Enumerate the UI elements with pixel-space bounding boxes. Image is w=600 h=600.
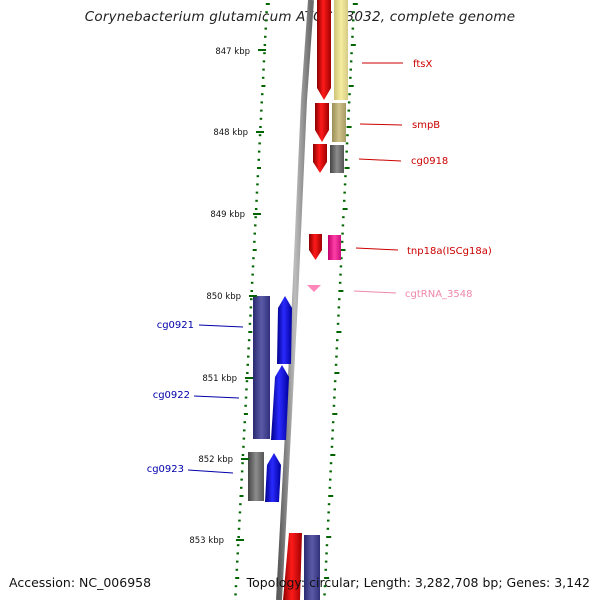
gene-label-text[interactable]: cg0922	[153, 390, 190, 401]
gene-label-text[interactable]: cg0921	[157, 320, 194, 331]
gene-label-cgtrna-3548[interactable]: cgtRNA_3548	[353, 289, 473, 300]
gene-label-cg0923[interactable]: cg0923	[147, 464, 234, 475]
gene-label-text[interactable]: cgtRNA_3548	[405, 289, 473, 300]
outer-tick-ring	[323, 3, 358, 596]
smpb-arrow	[315, 103, 329, 142]
tick-853: 853 kbp	[189, 536, 244, 546]
tick-848: 848 kbp	[213, 128, 264, 138]
smpb-function-block	[332, 103, 346, 142]
scale-ticks: 847 kbp 848 kbp 849 kbp 850 kbp 851 kbp …	[189, 47, 266, 546]
gene-label-text[interactable]: tnp18a(ISCg18a)	[407, 246, 492, 257]
gene-label-text[interactable]: cg0923	[147, 464, 184, 475]
next-gene-function-block	[304, 535, 320, 600]
tick-847: 847 kbp	[215, 47, 266, 57]
reverse-strand-features	[248, 296, 292, 502]
cg0923-arrow	[265, 453, 281, 502]
gene-label-cg0918[interactable]: cg0918	[358, 156, 448, 167]
genome-backbone	[276, 0, 314, 600]
tick-849: 849 kbp	[210, 210, 261, 220]
cg0921-arrow	[277, 296, 292, 364]
ftsx-arrow	[317, 0, 331, 100]
cg0922-arrow	[271, 365, 289, 440]
accession-text: Accession: NC_006958	[9, 575, 152, 590]
gene-label-tnp18a[interactable]: tnp18a(ISCg18a)	[355, 246, 492, 257]
cg0918-arrow	[313, 144, 327, 173]
tick-label: 849 kbp	[210, 210, 245, 220]
cg0918-function-block	[330, 145, 344, 173]
next-gene-arrow	[283, 533, 302, 600]
gene-label-text[interactable]: ftsX	[413, 59, 432, 70]
tick-label: 850 kbp	[206, 292, 241, 302]
tnp18a-rna-block	[328, 235, 341, 260]
gene-label-ftsx[interactable]: ftsX	[362, 59, 432, 70]
map-title: Corynebacterium glutamicum ATCC 13032, c…	[84, 9, 516, 25]
tick-852: 852 kbp	[198, 455, 249, 465]
ftsx-function-block	[334, 0, 348, 100]
cg0921-cg0922-function-block	[253, 296, 270, 439]
genome-summary-text: Topology: circular; Length: 3,282,708 bp…	[246, 575, 590, 590]
gene-label-cg0922[interactable]: cg0922	[153, 390, 240, 401]
tick-label: 852 kbp	[198, 455, 233, 465]
tick-label: 851 kbp	[202, 374, 237, 384]
inner-tick-ring	[234, 3, 270, 596]
gene-labels: ftsX smpB cg0918 tnp18a(ISCg18a) cgtRNA_…	[147, 59, 492, 475]
tnp18a-arrow	[309, 234, 322, 260]
tick-851: 851 kbp	[202, 374, 253, 384]
tick-label: 853 kbp	[189, 536, 224, 546]
tick-850: 850 kbp	[206, 292, 257, 302]
gene-label-cg0921[interactable]: cg0921	[157, 320, 244, 331]
gene-label-text[interactable]: cg0918	[411, 156, 448, 167]
tick-label: 848 kbp	[213, 128, 248, 138]
gene-label-text[interactable]: smpB	[412, 120, 440, 131]
forward-strand-features	[283, 0, 348, 600]
tick-label: 847 kbp	[215, 47, 250, 57]
gene-label-smpb[interactable]: smpB	[359, 120, 440, 131]
cg0923-function-block	[248, 452, 264, 501]
trna-marker	[307, 285, 321, 292]
